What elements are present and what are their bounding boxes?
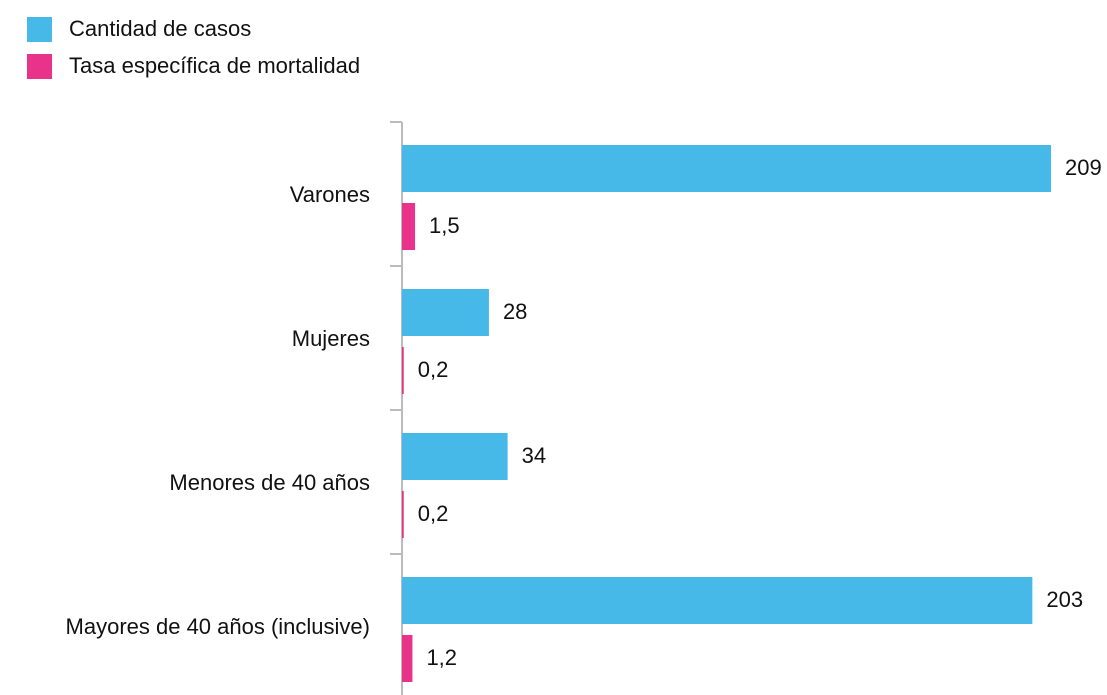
- bar: [402, 433, 508, 480]
- value-label: 1,5: [429, 213, 460, 238]
- legend-swatch: [27, 54, 52, 79]
- category-label: Menores de 40 años: [169, 470, 370, 495]
- category-label: Mujeres: [292, 326, 370, 351]
- bar: [402, 347, 404, 394]
- value-label: 0,2: [418, 357, 449, 382]
- value-label: 203: [1046, 587, 1083, 612]
- bar: [402, 577, 1033, 624]
- value-label: 28: [503, 299, 527, 324]
- value-label: 1,2: [426, 645, 457, 670]
- legend-label: Cantidad de casos: [69, 16, 251, 41]
- category-label: Varones: [290, 182, 370, 207]
- value-label: 34: [522, 443, 546, 468]
- bar: [402, 145, 1051, 192]
- legend-swatch: [27, 17, 52, 42]
- bar: [402, 203, 416, 250]
- value-label: 0,2: [418, 501, 449, 526]
- bar: [402, 635, 413, 682]
- bar: [402, 491, 404, 538]
- bar: [402, 289, 489, 336]
- legend-label: Tasa específica de mortalidad: [69, 53, 360, 78]
- value-label: 209: [1065, 155, 1102, 180]
- category-label: Mayores de 40 años (inclusive): [66, 614, 370, 639]
